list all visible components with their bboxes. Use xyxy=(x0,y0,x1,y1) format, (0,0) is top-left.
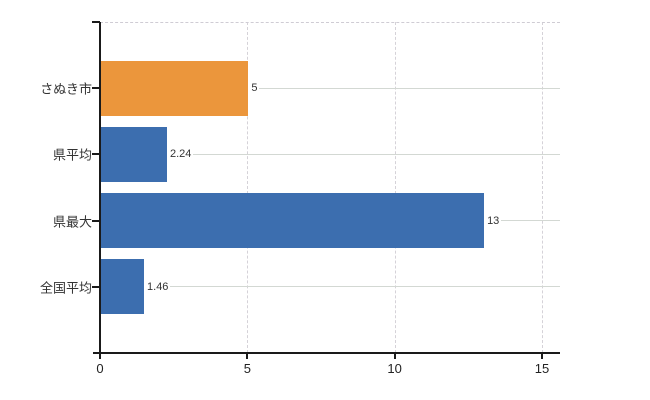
plot-top-border xyxy=(100,22,560,23)
y-axis-category-label: 全国平均 xyxy=(39,280,92,296)
value-leader-line xyxy=(193,153,560,155)
bar-value-label: 2.24 xyxy=(170,148,192,161)
x-axis-tick-label: 0 xyxy=(96,361,104,376)
plot-area: 0 5 10 15 さぬき市 5 県平均 2.24 県最大 13 全国平均 1.46 xyxy=(40,21,560,376)
y-axis-tick xyxy=(92,87,100,90)
value-leader-line xyxy=(501,220,560,222)
bar-1 xyxy=(101,126,167,182)
x-axis-tick-label: 5 xyxy=(243,361,251,376)
x-axis-tick-label: 15 xyxy=(534,361,550,376)
value-leader-line xyxy=(170,286,560,288)
bar-row: 13 xyxy=(101,188,560,254)
x-axis-tick xyxy=(541,354,543,359)
x-axis-tick xyxy=(393,354,396,359)
value-leader-line xyxy=(259,87,560,89)
x-gridline xyxy=(542,22,543,353)
y-axis-tick xyxy=(92,21,100,23)
x-axis-tick xyxy=(99,354,101,359)
y-axis-category-label: 県最大 xyxy=(52,214,92,230)
bar-0 xyxy=(101,60,249,116)
x-axis-tick-label: 10 xyxy=(387,361,402,376)
bar-value-label: 13 xyxy=(487,214,500,227)
y-axis-category-label: さぬき市 xyxy=(40,81,92,97)
y-axis-category-label: 県平均 xyxy=(52,147,92,163)
bar-value-label: 5 xyxy=(251,82,258,95)
y-axis-tick xyxy=(92,285,100,288)
bar-value-label: 1.46 xyxy=(147,280,169,293)
y-axis-line xyxy=(99,22,101,353)
bar-3 xyxy=(101,259,145,315)
bar-row: 1.46 xyxy=(101,254,560,320)
x-gridline xyxy=(394,22,396,353)
x-gridline xyxy=(247,22,249,353)
x-axis-line xyxy=(93,352,560,354)
bar-row: 2.24 xyxy=(101,121,560,187)
y-axis-tick xyxy=(92,153,100,156)
x-axis-tick xyxy=(246,354,249,359)
bar-2 xyxy=(101,193,485,249)
y-axis-tick xyxy=(92,219,100,222)
bar-row: 5 xyxy=(101,55,560,121)
